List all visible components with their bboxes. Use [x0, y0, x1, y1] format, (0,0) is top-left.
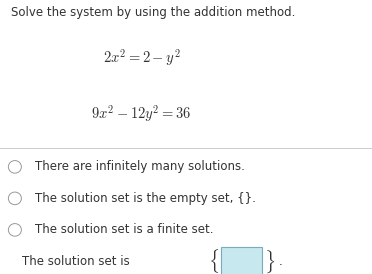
Text: The solution set is the empty set, {}.: The solution set is the empty set, {}.: [35, 192, 256, 205]
Text: There are infinitely many solutions.: There are infinitely many solutions.: [35, 160, 245, 173]
Text: $\}$: $\}$: [264, 248, 275, 274]
Text: $9x^2-12y^2=36$: $9x^2-12y^2=36$: [91, 104, 192, 124]
FancyBboxPatch shape: [221, 247, 262, 274]
Text: Solve the system by using the addition method.: Solve the system by using the addition m…: [11, 6, 295, 19]
Text: .: .: [279, 255, 283, 268]
Text: $\{$: $\{$: [208, 247, 219, 274]
Text: The solution set is a finite set.: The solution set is a finite set.: [35, 223, 214, 236]
Text: $2x^2=2-y^2$: $2x^2=2-y^2$: [103, 47, 180, 68]
Text: The solution set is: The solution set is: [22, 255, 130, 268]
